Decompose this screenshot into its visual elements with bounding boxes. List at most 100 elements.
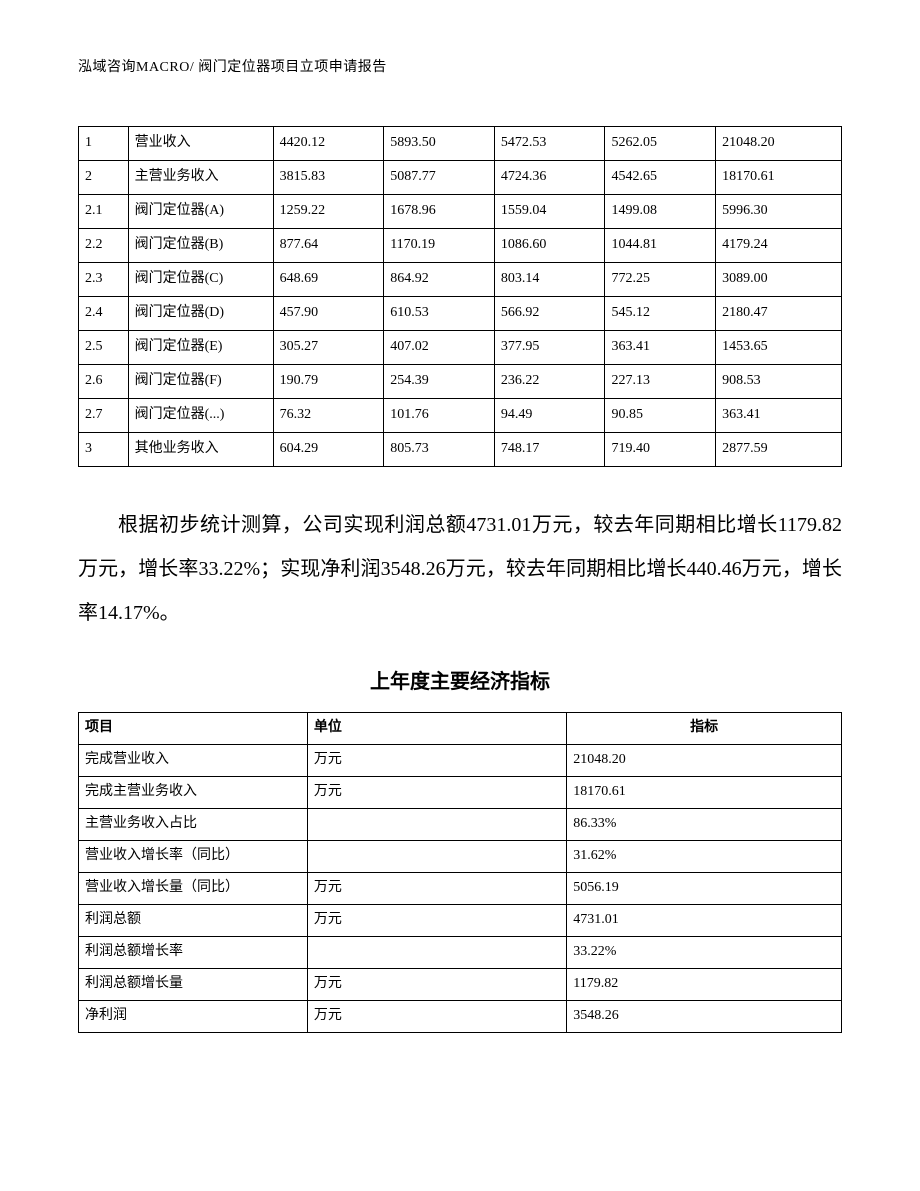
cell-val: 101.76 — [384, 399, 495, 433]
cell-val: 2180.47 — [716, 297, 842, 331]
summary-paragraph: 根据初步统计测算，公司实现利润总额4731.01万元，较去年同期相比增长1179… — [78, 503, 842, 635]
cell-unit — [307, 809, 566, 841]
cell-val: 1044.81 — [605, 229, 716, 263]
cell-item: 营业收入增长量（同比） — [79, 873, 308, 905]
table-row: 1 营业收入 4420.12 5893.50 5472.53 5262.05 2… — [79, 127, 842, 161]
cell-unit: 万元 — [307, 1001, 566, 1033]
cell-val: 1499.08 — [605, 195, 716, 229]
cell-val: 803.14 — [494, 263, 605, 297]
cell-item: 主营业务收入 — [128, 161, 273, 195]
cell-item: 阀门定位器(A) — [128, 195, 273, 229]
cell-unit: 万元 — [307, 777, 566, 809]
cell-val: 407.02 — [384, 331, 495, 365]
cell-index: 1 — [79, 127, 129, 161]
cell-unit: 万元 — [307, 873, 566, 905]
cell-item: 利润总额增长率 — [79, 937, 308, 969]
cell-value: 86.33% — [567, 809, 842, 841]
cell-val: 748.17 — [494, 433, 605, 467]
table-row: 主营业务收入占比 86.33% — [79, 809, 842, 841]
cell-val: 908.53 — [716, 365, 842, 399]
cell-unit: 万元 — [307, 745, 566, 777]
cell-val: 18170.61 — [716, 161, 842, 195]
page: 泓域咨询MACRO/ 阀门定位器项目立项申请报告 1 营业收入 4420.12 … — [0, 0, 920, 1191]
cell-index: 2.7 — [79, 399, 129, 433]
table-row: 完成主营业务收入 万元 18170.61 — [79, 777, 842, 809]
cell-val: 805.73 — [384, 433, 495, 467]
cell-val: 4724.36 — [494, 161, 605, 195]
cell-value: 33.22% — [567, 937, 842, 969]
cell-val: 3815.83 — [273, 161, 384, 195]
cell-val: 5262.05 — [605, 127, 716, 161]
table-row: 3 其他业务收入 604.29 805.73 748.17 719.40 287… — [79, 433, 842, 467]
table-row: 营业收入增长率（同比） 31.62% — [79, 841, 842, 873]
cell-index: 3 — [79, 433, 129, 467]
cell-val: 1453.65 — [716, 331, 842, 365]
cell-index: 2.4 — [79, 297, 129, 331]
cell-val: 305.27 — [273, 331, 384, 365]
cell-val: 227.13 — [605, 365, 716, 399]
cell-val: 877.64 — [273, 229, 384, 263]
revenue-table: 1 营业收入 4420.12 5893.50 5472.53 5262.05 2… — [78, 126, 842, 467]
cell-item: 阀门定位器(B) — [128, 229, 273, 263]
cell-item: 完成主营业务收入 — [79, 777, 308, 809]
col-header-item: 项目 — [79, 713, 308, 745]
cell-val: 21048.20 — [716, 127, 842, 161]
table-row: 2.3 阀门定位器(C) 648.69 864.92 803.14 772.25… — [79, 263, 842, 297]
cell-val: 4420.12 — [273, 127, 384, 161]
cell-val: 377.95 — [494, 331, 605, 365]
cell-index: 2.1 — [79, 195, 129, 229]
table-row: 2 主营业务收入 3815.83 5087.77 4724.36 4542.65… — [79, 161, 842, 195]
cell-val: 1559.04 — [494, 195, 605, 229]
cell-val: 5893.50 — [384, 127, 495, 161]
cell-val: 5996.30 — [716, 195, 842, 229]
cell-val: 5087.77 — [384, 161, 495, 195]
cell-value: 18170.61 — [567, 777, 842, 809]
cell-val: 3089.00 — [716, 263, 842, 297]
cell-val: 545.12 — [605, 297, 716, 331]
cell-item: 营业收入 — [128, 127, 273, 161]
table-row: 2.7 阀门定位器(...) 76.32 101.76 94.49 90.85 … — [79, 399, 842, 433]
page-header: 泓域咨询MACRO/ 阀门定位器项目立项申请报告 — [78, 56, 842, 76]
cell-val: 190.79 — [273, 365, 384, 399]
cell-value: 3548.26 — [567, 1001, 842, 1033]
cell-item: 净利润 — [79, 1001, 308, 1033]
cell-value: 1179.82 — [567, 969, 842, 1001]
cell-val: 4179.24 — [716, 229, 842, 263]
cell-val: 236.22 — [494, 365, 605, 399]
cell-value: 21048.20 — [567, 745, 842, 777]
cell-val: 457.90 — [273, 297, 384, 331]
table-row: 2.6 阀门定位器(F) 190.79 254.39 236.22 227.13… — [79, 365, 842, 399]
table-row: 利润总额增长率 33.22% — [79, 937, 842, 969]
col-header-unit: 单位 — [307, 713, 566, 745]
cell-val: 772.25 — [605, 263, 716, 297]
cell-val: 1086.60 — [494, 229, 605, 263]
col-header-value: 指标 — [567, 713, 842, 745]
cell-val: 1170.19 — [384, 229, 495, 263]
cell-unit — [307, 841, 566, 873]
cell-val: 4542.65 — [605, 161, 716, 195]
cell-index: 2.5 — [79, 331, 129, 365]
cell-val: 363.41 — [716, 399, 842, 433]
cell-item: 阀门定位器(F) — [128, 365, 273, 399]
cell-value: 4731.01 — [567, 905, 842, 937]
cell-item: 阀门定位器(C) — [128, 263, 273, 297]
cell-val: 254.39 — [384, 365, 495, 399]
cell-item: 营业收入增长率（同比） — [79, 841, 308, 873]
table-row: 2.2 阀门定位器(B) 877.64 1170.19 1086.60 1044… — [79, 229, 842, 263]
cell-val: 5472.53 — [494, 127, 605, 161]
cell-item: 主营业务收入占比 — [79, 809, 308, 841]
cell-value: 31.62% — [567, 841, 842, 873]
table-row: 2.4 阀门定位器(D) 457.90 610.53 566.92 545.12… — [79, 297, 842, 331]
cell-item: 阀门定位器(...) — [128, 399, 273, 433]
cell-index: 2 — [79, 161, 129, 195]
revenue-table-body: 1 营业收入 4420.12 5893.50 5472.53 5262.05 2… — [79, 127, 842, 467]
indicator-table: 项目 单位 指标 完成营业收入 万元 21048.20 完成主营业务收入 万元 … — [78, 712, 842, 1033]
cell-val: 864.92 — [384, 263, 495, 297]
cell-val: 2877.59 — [716, 433, 842, 467]
cell-unit — [307, 937, 566, 969]
table-row: 完成营业收入 万元 21048.20 — [79, 745, 842, 777]
table-row: 2.5 阀门定位器(E) 305.27 407.02 377.95 363.41… — [79, 331, 842, 365]
cell-index: 2.3 — [79, 263, 129, 297]
cell-item: 利润总额 — [79, 905, 308, 937]
cell-val: 648.69 — [273, 263, 384, 297]
